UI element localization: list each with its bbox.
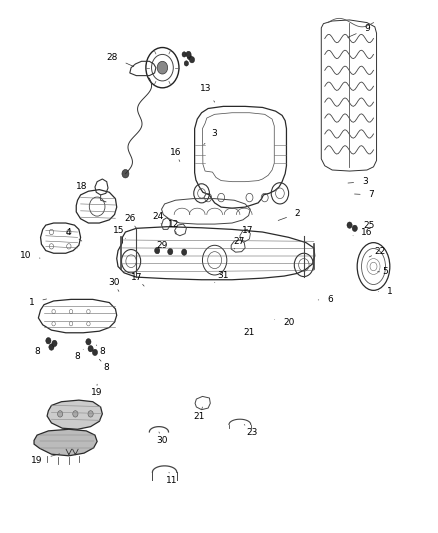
Circle shape xyxy=(347,222,352,228)
Circle shape xyxy=(168,248,173,255)
Text: 8: 8 xyxy=(74,349,83,361)
Text: 31: 31 xyxy=(215,271,229,282)
Text: 17: 17 xyxy=(241,227,253,238)
Text: 8: 8 xyxy=(34,343,48,356)
Circle shape xyxy=(184,61,188,66)
Text: 6: 6 xyxy=(318,295,333,304)
Text: 4: 4 xyxy=(66,228,82,241)
Text: 25: 25 xyxy=(354,221,375,230)
Circle shape xyxy=(182,249,187,255)
Text: 3: 3 xyxy=(204,130,218,144)
Circle shape xyxy=(157,61,168,74)
Circle shape xyxy=(46,337,51,344)
Text: 23: 23 xyxy=(244,424,258,437)
Polygon shape xyxy=(34,429,97,456)
Text: 17: 17 xyxy=(131,272,144,286)
Text: 20: 20 xyxy=(275,318,294,327)
Text: 18: 18 xyxy=(76,182,95,198)
Text: 15: 15 xyxy=(113,227,125,238)
Text: 10: 10 xyxy=(20,252,40,261)
Text: 12: 12 xyxy=(168,220,179,233)
Text: 26: 26 xyxy=(124,214,136,228)
Text: 5: 5 xyxy=(378,268,388,276)
Circle shape xyxy=(122,169,129,178)
Text: 13: 13 xyxy=(200,84,215,102)
Text: 30: 30 xyxy=(108,278,120,292)
Text: 8: 8 xyxy=(96,345,105,356)
Circle shape xyxy=(88,345,93,352)
Circle shape xyxy=(73,411,78,417)
Circle shape xyxy=(88,411,93,417)
Circle shape xyxy=(57,411,63,417)
Text: 1: 1 xyxy=(29,298,46,307)
Text: 3: 3 xyxy=(348,177,367,186)
Circle shape xyxy=(189,56,194,63)
Text: 16: 16 xyxy=(353,228,373,237)
Text: 19: 19 xyxy=(91,384,102,397)
Text: 21: 21 xyxy=(244,328,255,337)
Text: 19: 19 xyxy=(32,454,60,465)
Circle shape xyxy=(86,338,91,345)
Text: 8: 8 xyxy=(99,359,110,372)
Text: 28: 28 xyxy=(107,53,134,67)
Text: 7: 7 xyxy=(354,190,374,199)
Circle shape xyxy=(352,225,357,231)
Text: 24: 24 xyxy=(152,212,164,224)
Text: 21: 21 xyxy=(194,407,205,421)
Text: 1: 1 xyxy=(378,287,392,296)
Circle shape xyxy=(92,349,98,356)
Circle shape xyxy=(182,52,186,57)
Circle shape xyxy=(187,54,191,60)
Text: 11: 11 xyxy=(166,472,178,484)
Text: 2: 2 xyxy=(278,209,300,221)
Circle shape xyxy=(52,340,57,346)
Text: 16: 16 xyxy=(170,148,181,161)
Polygon shape xyxy=(47,400,102,429)
Circle shape xyxy=(155,247,160,254)
Text: 9: 9 xyxy=(348,25,370,37)
Text: 22: 22 xyxy=(369,247,385,257)
Circle shape xyxy=(49,344,54,350)
Circle shape xyxy=(186,51,191,58)
Text: 30: 30 xyxy=(157,432,168,445)
Text: 29: 29 xyxy=(156,241,167,253)
Text: 27: 27 xyxy=(233,237,244,249)
